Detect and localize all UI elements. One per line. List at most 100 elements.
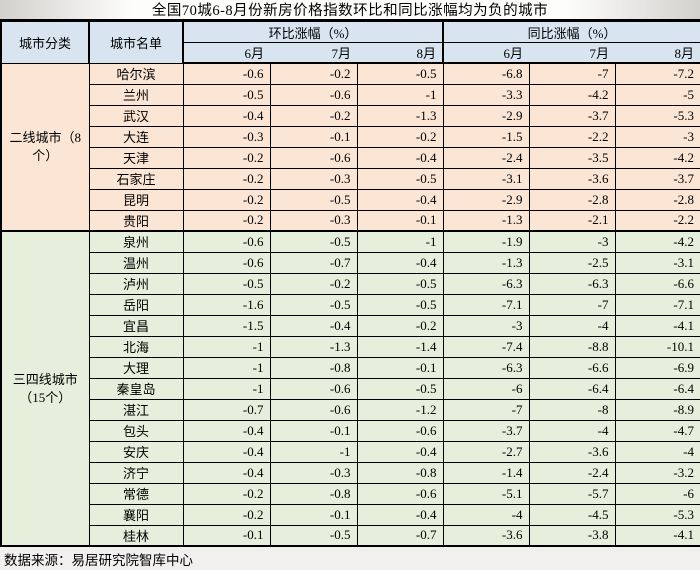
cell-mom-8月: -1.3	[356, 104, 444, 127]
cell-yoy-6月: -4	[442, 503, 530, 526]
table-header: 城市分类 城市名单 环比涨幅（%） 同比涨幅（%） 6月 7月 8月 6月 7月…	[0, 20, 700, 64]
cell-yoy-6月: -3	[442, 314, 530, 337]
cell-mom-7月: -0.6	[269, 83, 358, 106]
table-row: 贵阳 -0.2 -0.3 -0.1 -1.3 -2.1 -2.2	[1, 209, 700, 232]
cell-mom-7月: -0.3	[269, 209, 358, 232]
cell-yoy-8月: -4.2	[614, 146, 700, 169]
cell-mom-6月: -0.3	[182, 125, 271, 148]
header-yoy-june: 6月	[442, 42, 529, 64]
cell-yoy-7月: -7	[528, 293, 616, 316]
cell-yoy-6月: -6.3	[442, 272, 530, 295]
cell-city-name: 天津	[88, 146, 184, 169]
data-source: 数据来源：易居研究院智库中心	[0, 547, 700, 570]
cell-city-name: 岳阳	[88, 293, 184, 316]
cell-mom-7月: -0.6	[269, 398, 358, 421]
cell-yoy-7月: -4.2	[528, 83, 616, 106]
header-row-months: 6月 7月 8月 6月 7月 8月	[1, 42, 700, 64]
cell-yoy-8月: -5.3	[614, 104, 700, 127]
cell-city-name: 襄阳	[88, 503, 184, 526]
table-row: 兰州 -0.5 -0.6 -1 -3.3 -4.2 -5	[1, 83, 700, 106]
cell-mom-6月: -1	[182, 377, 271, 400]
cell-yoy-7月: -3	[528, 230, 616, 253]
cell-mom-7月: -0.4	[269, 314, 358, 337]
cell-mom-8月: -0.5	[356, 62, 444, 85]
cell-mom-6月: -0.4	[182, 461, 271, 484]
cell-mom-8月: -0.1	[356, 209, 444, 232]
cell-yoy-6月: -6.8	[442, 62, 530, 85]
cell-city-name: 秦皇岛	[88, 377, 184, 400]
cell-city-name: 石家庄	[88, 167, 184, 190]
header-yoy-july: 7月	[529, 42, 615, 64]
header-yoy-change: 同比涨幅（%）	[442, 20, 700, 43]
header-mom-june: 6月	[182, 42, 270, 64]
cell-yoy-7月: -6.4	[528, 377, 616, 400]
cell-mom-8月: -0.6	[356, 419, 444, 442]
cell-mom-6月: -0.1	[182, 524, 271, 547]
cell-yoy-7月: -7	[528, 62, 616, 85]
cell-yoy-6月: -2.9	[442, 188, 530, 211]
table-row: 石家庄 -0.2 -0.3 -0.5 -3.1 -3.6 -3.7	[1, 167, 700, 190]
cell-mom-6月: -1	[182, 356, 271, 379]
cell-yoy-8月: -4.2	[614, 230, 700, 253]
cell-yoy-8月: -2.8	[614, 188, 700, 211]
cell-yoy-6月: -2.7	[442, 440, 530, 463]
cell-city-name: 常德	[88, 482, 184, 505]
cell-mom-6月: -0.7	[182, 398, 271, 421]
cell-yoy-6月: -1.3	[442, 209, 530, 232]
cell-yoy-8月: -7.1	[614, 293, 700, 316]
cell-yoy-6月: -6	[442, 377, 530, 400]
cell-city-name: 北海	[88, 335, 184, 358]
cell-yoy-6月: -2.9	[442, 104, 530, 127]
header-mom-july: 7月	[270, 42, 357, 64]
cell-yoy-7月: -4.5	[528, 503, 616, 526]
header-mom-change: 环比涨幅（%）	[182, 20, 444, 43]
cell-mom-8月: -0.4	[356, 440, 444, 463]
cell-mom-6月: -0.6	[182, 251, 271, 274]
cell-yoy-6月: -7.1	[442, 293, 530, 316]
cell-mom-8月: -1	[356, 83, 444, 106]
cell-mom-8月: -1.2	[356, 398, 444, 421]
cell-mom-8月: -0.5	[356, 293, 444, 316]
cell-mom-7月: -0.6	[269, 146, 358, 169]
table-row: 常德 -0.2 -0.8 -0.6 -5.1 -5.7 -6	[1, 482, 700, 505]
cell-city-name: 济宁	[88, 461, 184, 484]
cell-yoy-7月: -3.6	[528, 167, 616, 190]
cell-mom-8月: -0.2	[356, 125, 444, 148]
cell-yoy-8月: -3.1	[614, 251, 700, 274]
cell-mom-7月: -0.5	[269, 293, 358, 316]
cell-mom-8月: -0.4	[356, 146, 444, 169]
cell-yoy-6月: -3.1	[442, 167, 530, 190]
table-row: 天津 -0.2 -0.6 -0.4 -2.4 -3.5 -4.2	[1, 146, 700, 169]
cell-city-name: 贵阳	[88, 209, 184, 232]
cell-yoy-8月: -5.3	[614, 503, 700, 526]
cell-yoy-6月: -6.3	[442, 356, 530, 379]
table-row: 岳阳 -1.6 -0.5 -0.5 -7.1 -7 -7.1	[1, 293, 700, 316]
cell-mom-7月: -0.6	[269, 377, 358, 400]
cell-mom-6月: -0.2	[182, 503, 271, 526]
cell-yoy-7月: -2.2	[528, 125, 616, 148]
cell-yoy-6月: -2.4	[442, 146, 530, 169]
header-row-groups: 城市分类 城市名单 环比涨幅（%） 同比涨幅（%）	[0, 20, 700, 64]
cell-mom-7月: -0.1	[269, 125, 358, 148]
cell-city-name: 泉州	[88, 230, 184, 253]
cell-yoy-8月: -8.9	[614, 398, 700, 421]
cell-mom-7月: -1	[269, 440, 358, 463]
cell-city-name: 宜昌	[88, 314, 184, 337]
cell-yoy-7月: -3.8	[528, 524, 616, 547]
cell-mom-6月: -0.5	[182, 272, 271, 295]
cell-mom-7月: -0.5	[269, 188, 358, 211]
cell-mom-8月: -0.1	[356, 356, 444, 379]
cell-yoy-8月: -7.2	[614, 62, 700, 85]
cell-mom-7月: -0.5	[269, 230, 358, 253]
table-row: 宜昌 -1.5 -0.4 -0.2 -3 -4 -4.1	[1, 314, 700, 337]
cell-yoy-8月: -5	[614, 83, 700, 106]
cell-yoy-8月: -4	[614, 440, 700, 463]
cell-city-name: 大理	[88, 356, 184, 379]
cell-mom-8月: -0.4	[356, 188, 444, 211]
cell-mom-8月: -0.4	[356, 251, 444, 274]
cell-city-name: 安庆	[88, 440, 184, 463]
cell-mom-8月: -0.2	[356, 314, 444, 337]
cell-mom-8月: -1	[356, 230, 444, 253]
cell-city-name: 湛江	[88, 398, 184, 421]
cell-yoy-6月: -5.1	[442, 482, 530, 505]
